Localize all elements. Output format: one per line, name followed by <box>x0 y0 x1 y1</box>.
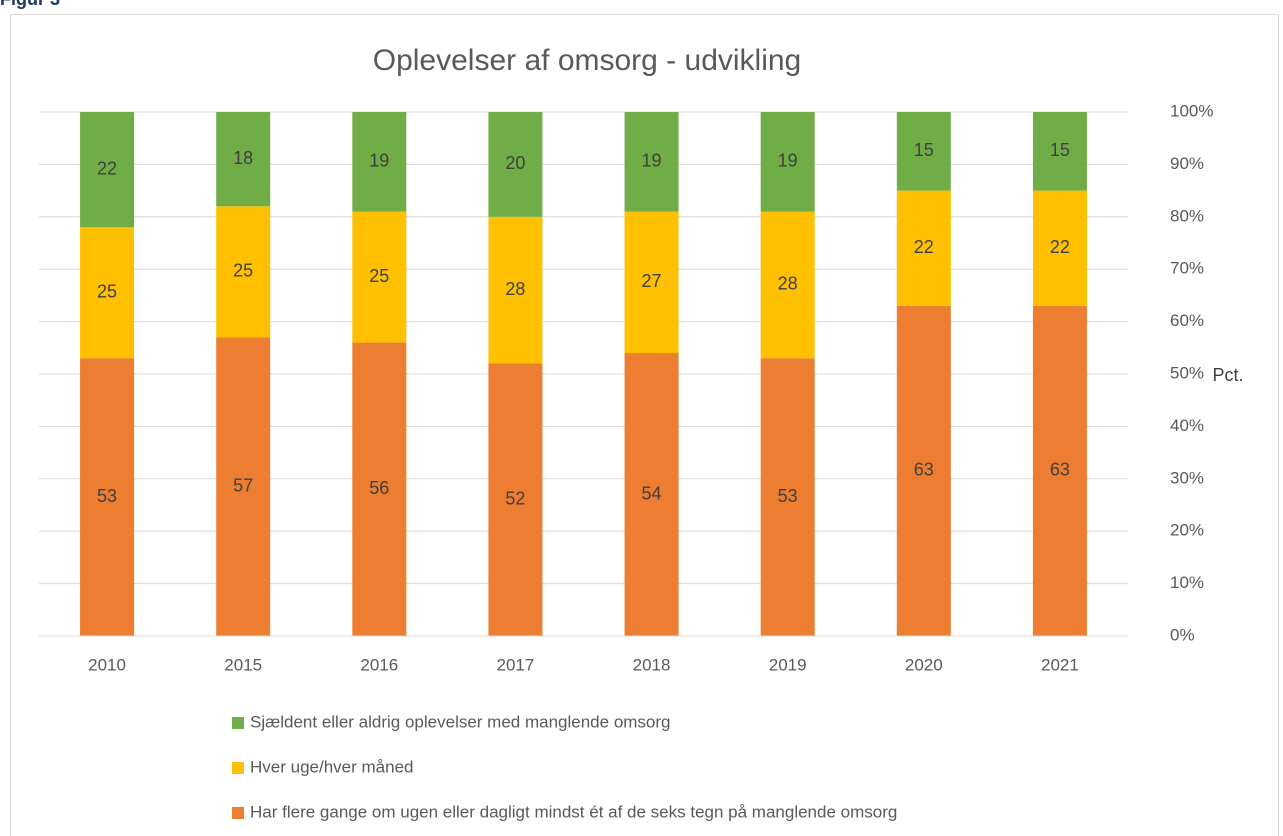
bar-segment <box>216 112 271 207</box>
data-label: 20 <box>505 153 525 173</box>
data-label: 28 <box>778 274 798 294</box>
x-tick-label: 2016 <box>360 655 398 674</box>
bar-segment <box>80 112 135 228</box>
y-tick-label: 50% <box>1170 363 1204 382</box>
legend-label: Sjældent eller aldrig oplevelser med man… <box>250 712 671 731</box>
data-label: 63 <box>914 460 934 480</box>
bar-segment <box>80 227 135 359</box>
bar-segment <box>1032 190 1087 306</box>
bar-segment <box>488 216 543 364</box>
bar-segment <box>80 358 135 636</box>
data-label: 25 <box>369 266 389 286</box>
x-tick-label: 2019 <box>769 655 807 674</box>
bar-segment <box>624 211 679 354</box>
data-label: 22 <box>914 237 934 257</box>
bar-segment <box>352 112 407 212</box>
data-label: 53 <box>778 486 798 506</box>
legend-swatch <box>232 807 244 819</box>
data-label: 57 <box>233 475 253 495</box>
bar-segment <box>760 112 815 212</box>
x-tick-label: 2015 <box>224 655 262 674</box>
legend-label: Hver uge/hver måned <box>250 757 413 776</box>
data-label: 22 <box>1050 237 1070 257</box>
bar-segment <box>896 190 951 306</box>
x-tick-label: 2010 <box>88 655 126 674</box>
data-label: 27 <box>642 271 662 291</box>
y-tick-label: 100% <box>1170 101 1213 120</box>
y-tick-label: 90% <box>1170 154 1204 173</box>
data-label: 19 <box>369 151 389 171</box>
bar-segment <box>896 305 951 636</box>
bar-segment <box>216 206 271 338</box>
x-tick-label: 2020 <box>905 655 943 674</box>
bar-segment <box>1032 112 1087 191</box>
y-tick-label: 70% <box>1170 259 1204 278</box>
data-label: 15 <box>1050 140 1070 160</box>
bar-segment <box>488 112 543 217</box>
data-label: 22 <box>97 158 117 178</box>
data-label: 19 <box>778 151 798 171</box>
legend-swatch <box>232 762 244 774</box>
data-label: 28 <box>505 279 525 299</box>
bar-segment <box>896 112 951 191</box>
chart-title: Oplevelser af omsorg - udvikling <box>373 44 802 77</box>
x-tick-label: 2021 <box>1041 655 1079 674</box>
y-tick-label: 10% <box>1170 573 1204 592</box>
data-label: 63 <box>1050 460 1070 480</box>
bar-segment <box>352 342 407 636</box>
y-tick-label: 30% <box>1170 468 1204 487</box>
data-label: 56 <box>369 478 389 498</box>
bar-segment <box>488 363 543 636</box>
x-tick-label: 2018 <box>633 655 671 674</box>
data-label: 25 <box>97 282 117 302</box>
data-label: 15 <box>914 140 934 160</box>
y-axis-label: Pct. <box>1212 365 1243 385</box>
data-label: 54 <box>642 483 662 503</box>
data-label: 53 <box>97 486 117 506</box>
y-tick-label: 40% <box>1170 416 1204 435</box>
y-tick-label: 80% <box>1170 206 1204 225</box>
bar-segment <box>624 353 679 636</box>
legend-label: Har flere gange om ugen eller dagligt mi… <box>250 802 897 821</box>
y-tick-label: 20% <box>1170 521 1204 540</box>
data-label: 25 <box>233 261 253 281</box>
bar-segment <box>760 211 815 359</box>
x-tick-label: 2017 <box>497 655 535 674</box>
figure-label: Figur 3 <box>0 0 60 9</box>
data-label: 18 <box>233 148 253 168</box>
bar-segment <box>352 211 407 343</box>
bar-segment <box>760 358 815 636</box>
legend-swatch <box>232 717 244 729</box>
data-label: 52 <box>505 489 525 509</box>
bar-segment <box>624 112 679 212</box>
y-tick-label: 0% <box>1170 625 1195 644</box>
y-tick-label: 60% <box>1170 311 1204 330</box>
bar-segment <box>216 337 271 636</box>
bar-segment <box>1032 305 1087 636</box>
data-label: 19 <box>642 151 662 171</box>
